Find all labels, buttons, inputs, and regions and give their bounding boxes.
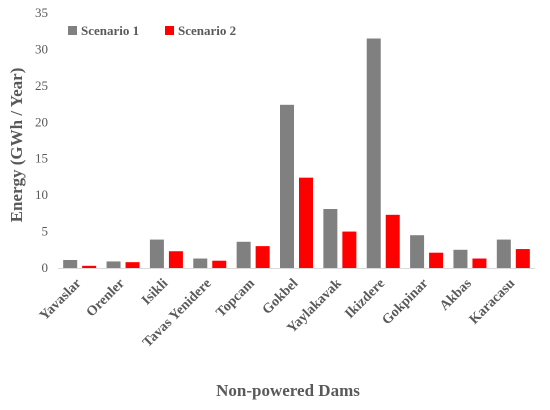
legend: Scenario 1 Scenario 2 bbox=[68, 23, 236, 38]
bar-scenario-1-gokbel bbox=[280, 104, 294, 268]
x-tick-label: Yavaslar bbox=[37, 276, 84, 323]
bars bbox=[63, 38, 530, 268]
y-axis-ticks: 0 5 10 15 20 25 30 35 bbox=[35, 5, 48, 275]
y-tick-label: 0 bbox=[42, 260, 49, 275]
x-tick-label: Isikli bbox=[139, 276, 171, 308]
bar-scenario-1-tavas-yenidere bbox=[193, 258, 208, 268]
legend-swatch bbox=[165, 26, 174, 35]
x-tick-label: Akbas bbox=[437, 276, 475, 314]
y-tick-label: 10 bbox=[35, 187, 48, 202]
bar-scenario-2-yaylakavak bbox=[342, 231, 357, 268]
bar-scenario-1-karacasu bbox=[496, 239, 511, 268]
y-tick-label: 5 bbox=[42, 224, 49, 239]
bar-scenario-1-yavaslar bbox=[63, 259, 78, 268]
y-tick-label: 25 bbox=[35, 78, 48, 93]
x-tick-label: Gokpinar bbox=[380, 276, 432, 328]
bar-scenario-2-topcam bbox=[255, 246, 270, 268]
bar-scenario-2-karacasu bbox=[515, 249, 530, 268]
bar-scenario-2-ikizdere bbox=[385, 214, 400, 268]
bar-scenario-1-orenler bbox=[106, 261, 121, 268]
y-tick-label: 20 bbox=[35, 114, 48, 129]
bar-scenario-2-yavaslar bbox=[82, 265, 97, 268]
legend-label: Scenario 1 bbox=[81, 23, 139, 38]
bar-scenario-2-orenler bbox=[125, 262, 140, 268]
x-tick-label: Karacasu bbox=[467, 276, 518, 327]
y-tick-label: 35 bbox=[35, 5, 48, 20]
x-axis-title: Non-powered Dams bbox=[216, 381, 360, 400]
bar-scenario-2-isikli bbox=[168, 251, 183, 268]
bar-scenario-2-akbas bbox=[472, 258, 487, 268]
legend-swatch bbox=[68, 26, 77, 35]
bar-scenario-1-yaylakavak bbox=[323, 208, 338, 268]
x-tick-label: Topcam bbox=[214, 276, 259, 321]
y-tick-label: 15 bbox=[35, 151, 48, 166]
bar-scenario-2-gokbel bbox=[299, 177, 313, 268]
bar-scenario-1-gokpinar bbox=[410, 235, 425, 268]
y-axis-title: Energy (GWh / Year) bbox=[7, 68, 26, 223]
bar-scenario-1-ikizdere bbox=[366, 38, 381, 268]
bar-scenario-1-topcam bbox=[236, 241, 251, 268]
y-tick-label: 30 bbox=[35, 41, 48, 56]
x-tick-label: Orenler bbox=[84, 276, 128, 320]
bar-scenario-2-gokpinar bbox=[429, 252, 444, 268]
bar-scenario-2-tavas-yenidere bbox=[212, 260, 227, 268]
legend-label: Scenario 2 bbox=[178, 23, 236, 38]
bar-scenario-1-akbas bbox=[453, 249, 468, 268]
x-tick-label: Gokbel bbox=[260, 276, 301, 317]
bar-scenario-1-isikli bbox=[149, 239, 164, 268]
